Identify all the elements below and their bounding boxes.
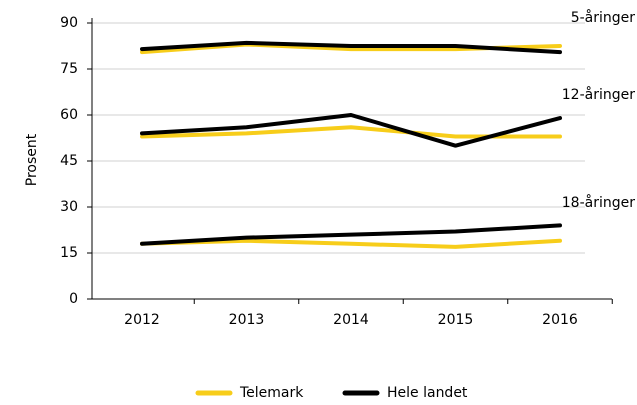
x-tick-label: 2015	[438, 312, 474, 328]
y-tick-label: 75	[60, 61, 78, 77]
y-tick-label: 60	[60, 107, 78, 123]
y-axis-label: Prosent	[24, 133, 40, 186]
legend-label: Telemark	[239, 385, 304, 401]
series-line	[140, 223, 562, 246]
x-tick-label: 2012	[124, 312, 160, 328]
y-tick-label: 90	[60, 15, 78, 31]
annotation: 5-åringer	[571, 9, 636, 26]
annotation: 12-åringer	[562, 86, 635, 103]
x-tick-label: 2013	[229, 312, 265, 328]
series-line	[140, 113, 562, 148]
x-tick-label: 2016	[542, 312, 578, 328]
x-tick-label: 2014	[333, 312, 369, 328]
y-tick-label: 15	[60, 245, 78, 261]
annotation: 18-åringer	[562, 194, 635, 211]
series-line	[140, 40, 562, 55]
series-line	[140, 238, 562, 249]
y-tick-label: 0	[69, 291, 78, 307]
legend-label: Hele landet	[387, 385, 468, 401]
y-tick-label: 45	[60, 153, 78, 169]
y-tick-label: 30	[60, 199, 78, 215]
